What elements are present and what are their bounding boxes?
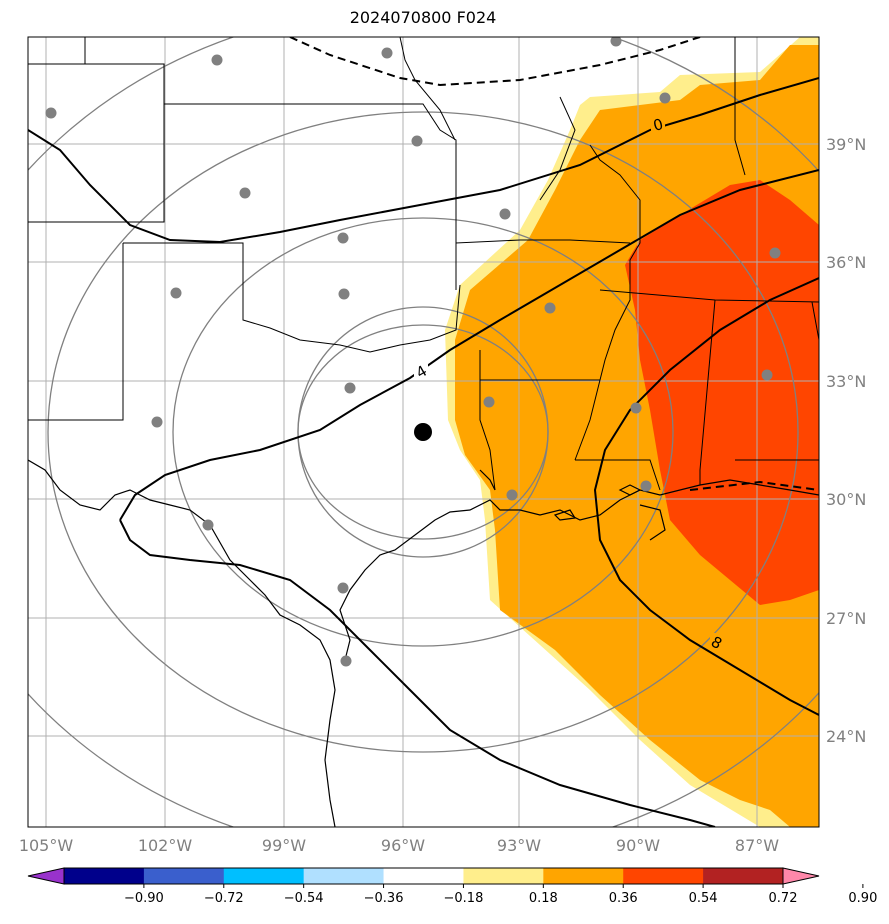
lon-label: 102°W	[138, 836, 193, 855]
lat-label: 36°N	[826, 253, 866, 272]
colorbar-tick-label: 0.18	[529, 891, 558, 906]
colorbar-segment	[463, 868, 544, 884]
contour-labels: 0 4 8	[413, 115, 725, 653]
colorbar-extend-right	[782, 867, 820, 885]
colorbar-segment	[543, 868, 624, 884]
colorbar-segment	[64, 868, 145, 884]
colorbar-tick-label: 0.90	[848, 891, 877, 906]
lat-label: 27°N	[826, 609, 866, 628]
map-title: 2024070800 F024	[349, 8, 497, 27]
colorbar-tick-label: 0.36	[609, 891, 638, 906]
longitude-labels: 105°W 102°W 99°W 96°W 93°W 90°W 87°W	[19, 836, 779, 855]
latitude-labels: 39°N 36°N 33°N 30°N 27°N 24°N	[826, 135, 866, 746]
colorbar-extend-left	[27, 867, 65, 885]
colorbar-segment	[703, 868, 784, 884]
lat-label: 30°N	[826, 490, 866, 509]
range-rings	[28, 37, 819, 827]
colorbar-tick-label: −0.36	[364, 891, 404, 906]
state-borders	[28, 37, 819, 491]
lon-label: 87°W	[735, 836, 779, 855]
colorbar-tick-label: 0.72	[769, 891, 798, 906]
lat-label: 33°N	[826, 372, 866, 391]
colorbar: −0.90 −0.72 −0.54 −0.36 −0.18 0.18 0.36 0.54 0.7…	[27, 867, 877, 906]
station-dots	[45, 37, 781, 667]
colorbar-segment	[143, 868, 225, 884]
lon-label: 93°W	[497, 836, 541, 855]
colorbar-tick-label: −0.90	[124, 891, 164, 906]
colorbar-segment	[623, 868, 704, 884]
lon-label: 96°W	[381, 836, 425, 855]
coastline	[28, 459, 819, 827]
contour-label-0: 0	[651, 115, 665, 135]
colorbar-tick-label: −0.18	[444, 891, 484, 906]
graticule	[28, 37, 819, 827]
colorbar-tick-label: 0.54	[689, 891, 718, 906]
colorbar-segment	[383, 868, 464, 884]
map-frame	[27, 36, 820, 828]
lat-label: 39°N	[826, 135, 866, 154]
lon-label: 105°W	[19, 836, 74, 855]
colorbar-segment	[303, 868, 385, 884]
contour-lines	[28, 37, 819, 827]
lon-label: 90°W	[616, 836, 660, 855]
map-panel: 0 4 8	[28, 37, 819, 827]
colorbar-tick-label: −0.54	[284, 891, 324, 906]
lat-label: 24°N	[826, 727, 866, 746]
colorbar-segment	[223, 868, 305, 884]
colorbar-tick-label: −0.72	[204, 891, 244, 906]
lon-label: 99°W	[262, 836, 306, 855]
center-marker	[414, 423, 432, 441]
